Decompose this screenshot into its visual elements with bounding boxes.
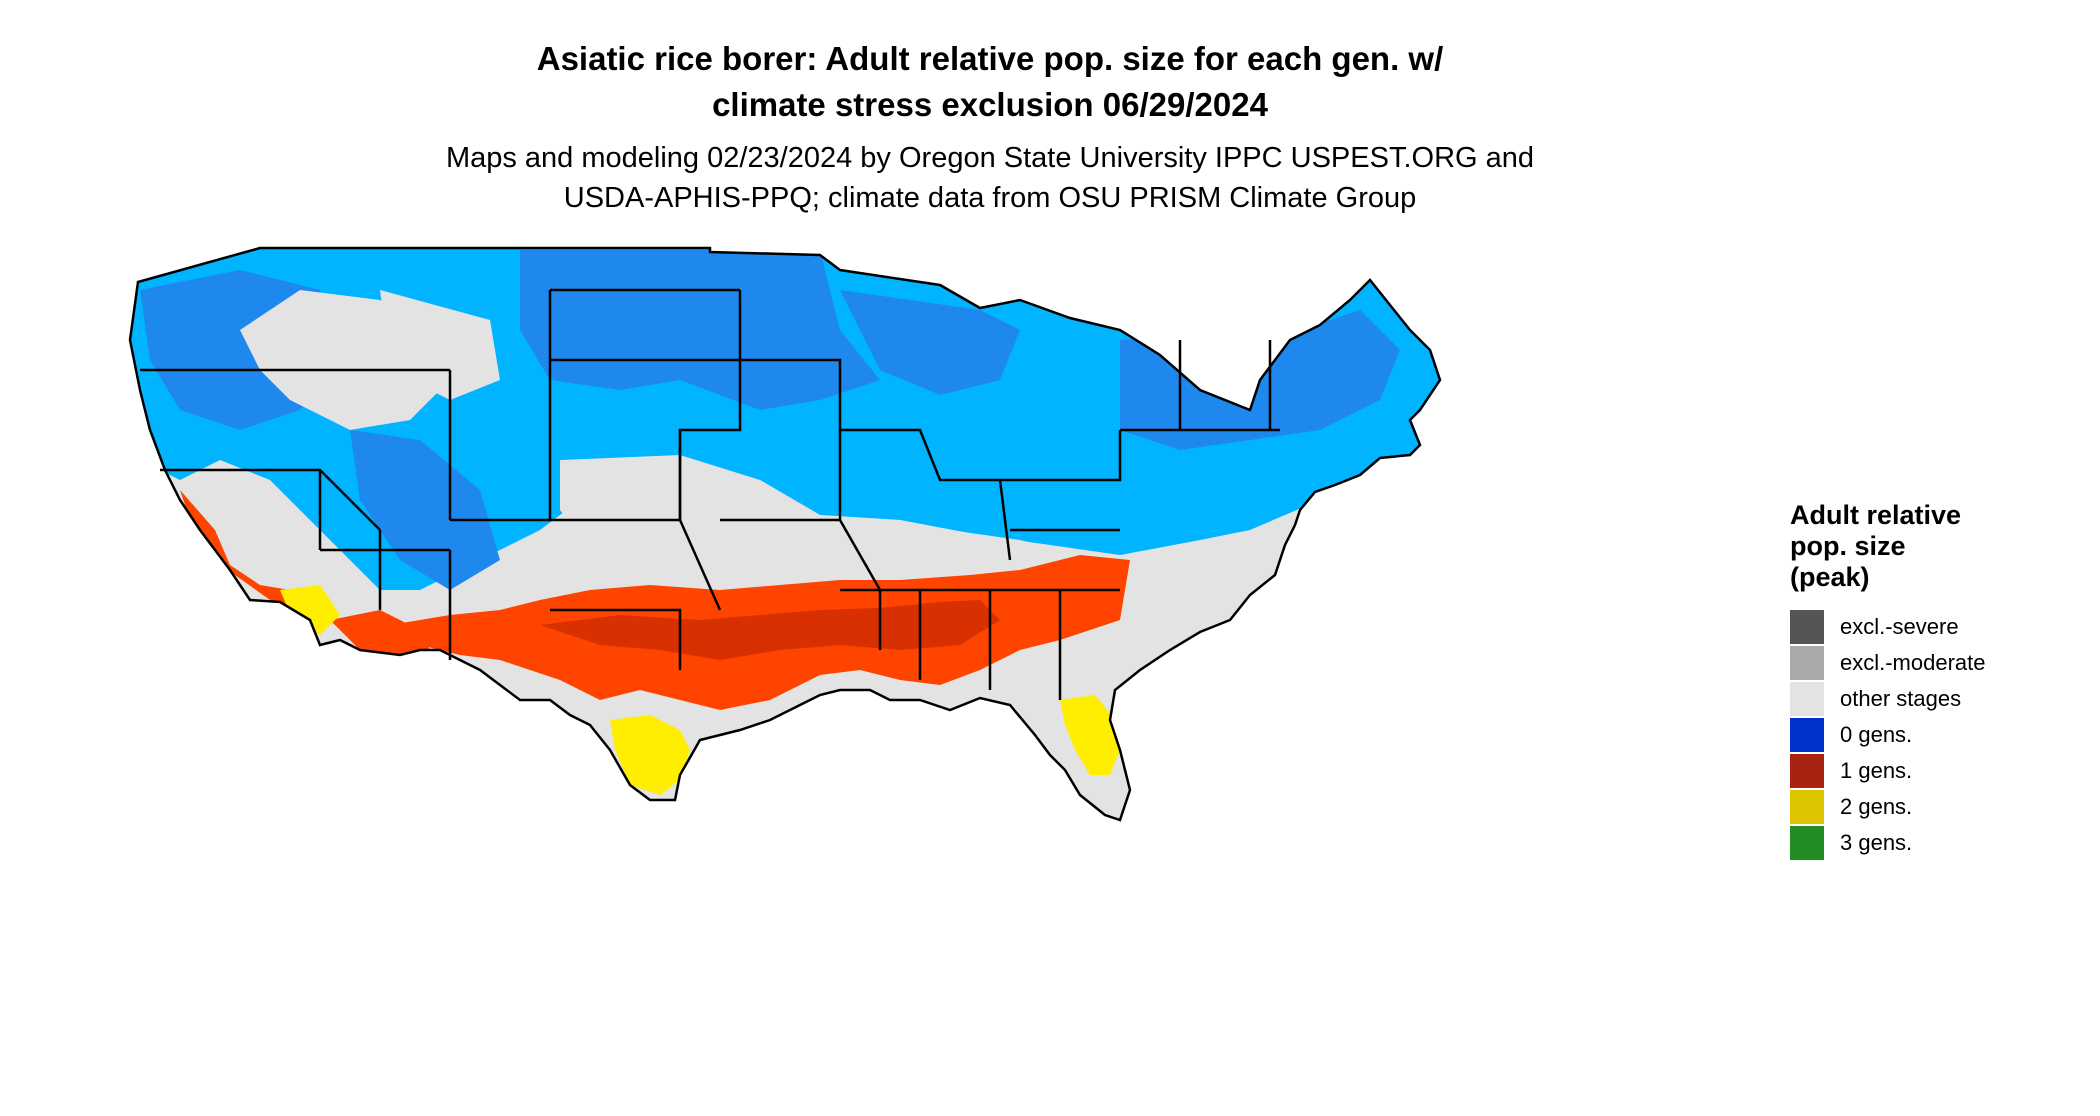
legend-title-line-1: Adult relative — [1790, 500, 1962, 530]
legend-swatch — [1790, 682, 1824, 716]
zone-great-lakes-dark-blue — [840, 290, 1020, 395]
zone-rockies-mid-blue — [350, 430, 500, 590]
legend-item: 1 gens. — [1790, 753, 2090, 789]
legend-item: 2 gens. — [1790, 789, 2090, 825]
legend-label: excl.-moderate — [1840, 650, 1986, 675]
legend-swatch — [1790, 718, 1824, 752]
legend-swatch — [1790, 754, 1824, 788]
legend-label: other stages — [1840, 686, 1962, 711]
legend: Adult relative pop. size (peak) excl.-se… — [1790, 500, 2090, 861]
legend-swatch — [1790, 826, 1824, 860]
legend-items: excl.-severe excl.-moderate other stages… — [1790, 609, 2090, 861]
legend-item: 0 gens. — [1790, 717, 2090, 753]
map-title-line-2: climate stress exclusion 06/29/2024 — [712, 86, 1268, 123]
legend-swatch — [1790, 610, 1824, 644]
legend-swatch — [1790, 646, 1824, 680]
zone-south-dark-red — [540, 600, 1000, 660]
zone-wyoming-grey — [380, 290, 500, 400]
zone-texas-coast-yellow — [610, 715, 690, 795]
legend-title: Adult relative pop. size (peak) — [1790, 500, 2090, 593]
map-title-line-1: Asiatic rice borer: Adult relative pop. … — [536, 40, 1444, 77]
legend-item: 3 gens. — [1790, 825, 2090, 861]
legend-swatch — [1790, 790, 1824, 824]
us-map — [128, 246, 1442, 822]
legend-title-line-2: pop. size — [1790, 531, 1906, 561]
legend-label: 0 gens. — [1840, 722, 1913, 747]
state-borders — [128, 246, 1442, 822]
legend-item: other stages — [1790, 681, 2090, 717]
zone-arizona-red — [330, 610, 430, 655]
legend-title-line-3: (peak) — [1790, 562, 1870, 592]
legend-label: excl.-severe — [1840, 614, 1959, 639]
zone-florida-yellow — [1060, 695, 1120, 775]
map-subtitle: Maps and modeling 02/23/2024 by Oregon S… — [290, 138, 1690, 218]
map-subtitle-line-1: Maps and modeling 02/23/2024 by Oregon S… — [445, 142, 1535, 174]
legend-item: excl.-severe — [1790, 609, 2090, 645]
legend-item: excl.-moderate — [1790, 645, 2090, 681]
legend-label: 2 gens. — [1840, 794, 1913, 819]
legend-label: 1 gens. — [1840, 758, 1913, 783]
map-subtitle-line-2: USDA-APHIS-PPQ; climate data from OSU PR… — [563, 182, 1417, 214]
map-title: Asiatic rice borer: Adult relative pop. … — [290, 36, 1690, 128]
legend-label: 3 gens. — [1840, 830, 1913, 855]
